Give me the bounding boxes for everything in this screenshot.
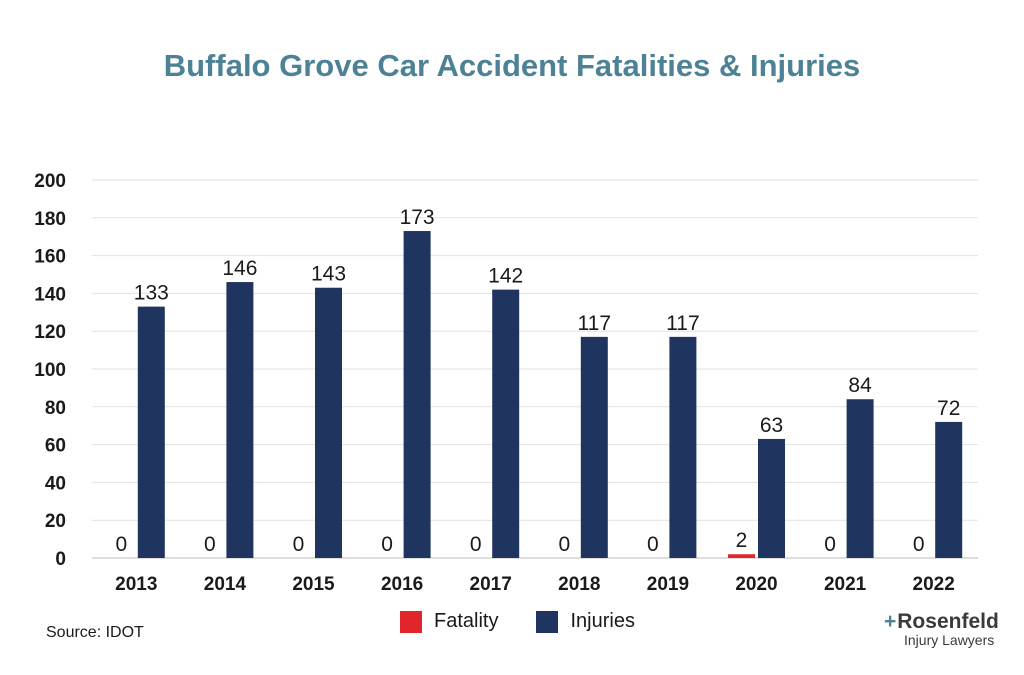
x-tick-label: 2013 (115, 574, 157, 595)
x-tick-label: 2015 (292, 574, 335, 595)
legend-item-fatality: Fatality (400, 610, 498, 633)
x-tick-label: 2018 (558, 574, 600, 595)
chart-title: Buffalo Grove Car Accident Fatalities & … (163, 48, 861, 83)
y-tick-label: 60 (45, 436, 66, 457)
y-tick-label: 20 (45, 511, 66, 532)
x-tick-label: 2017 (470, 574, 512, 595)
bar-injuries (137, 306, 165, 558)
y-tick-label: 100 (34, 360, 66, 381)
y-tick-label: 120 (34, 322, 66, 343)
logo-brand-name: Rosenfeld (897, 610, 999, 633)
data-label-injuries: 133 (134, 282, 169, 305)
bar-injuries (669, 336, 697, 558)
y-tick-label: 80 (45, 398, 66, 419)
bar-chart: 0204060801001201401601802002013013320140… (34, 171, 978, 595)
logo-brand: + Rosenfeld (884, 611, 999, 632)
data-label-fatality: 0 (913, 533, 925, 556)
x-tick-label: 2019 (647, 574, 689, 595)
source-note: Source: IDOT (46, 624, 144, 641)
data-label-injuries: 173 (400, 206, 435, 229)
data-label-fatality: 0 (204, 533, 216, 556)
data-label-injuries: 72 (937, 397, 960, 420)
legend-swatch-fatality (400, 610, 422, 633)
bar-injuries (492, 289, 520, 558)
data-label-fatality: 2 (736, 529, 748, 552)
x-tick-label: 2022 (913, 574, 955, 595)
bar-injuries (580, 336, 608, 558)
y-tick-label: 180 (34, 209, 66, 230)
data-label-fatality: 0 (470, 533, 482, 556)
data-label-injuries: 84 (848, 374, 872, 397)
y-tick-label: 0 (55, 549, 66, 570)
logo-tagline: Injury Lawyers (904, 632, 995, 648)
bar-injuries (226, 282, 254, 558)
plus-icon: + (884, 610, 897, 633)
bar-injuries (935, 421, 963, 558)
data-label-fatality: 0 (293, 533, 305, 556)
legend: Fatality Injuries (400, 610, 673, 633)
data-label-injuries: 63 (760, 414, 783, 437)
x-tick-label: 2014 (204, 574, 247, 595)
data-label-injuries: 146 (222, 257, 257, 280)
x-tick-label: 2021 (824, 574, 867, 595)
legend-item-injuries: Injuries (536, 610, 635, 633)
data-label-fatality: 0 (558, 533, 570, 556)
rosenfeld-logo: + Rosenfeld Injury Lawyers (884, 611, 999, 647)
data-label-injuries: 117 (666, 312, 699, 335)
data-label-fatality: 0 (647, 533, 659, 556)
y-tick-label: 200 (34, 171, 66, 192)
data-label-fatality: 0 (824, 533, 836, 556)
legend-label-injuries: Injuries (570, 610, 635, 632)
bar-injuries (846, 399, 874, 558)
legend-label-fatality: Fatality (434, 610, 499, 632)
data-label-fatality: 0 (381, 533, 393, 556)
legend-swatch-injuries (536, 610, 559, 633)
bar-injuries (315, 287, 342, 558)
x-tick-label: 2020 (735, 574, 777, 595)
data-label-fatality: 0 (115, 533, 127, 556)
data-label-injuries: 143 (311, 263, 346, 286)
bar-injuries (758, 438, 785, 558)
y-tick-label: 140 (34, 284, 66, 305)
y-tick-label: 160 (34, 247, 66, 268)
data-label-injuries: 117 (578, 312, 611, 335)
y-tick-label: 40 (45, 473, 66, 494)
bar-injuries (403, 231, 431, 558)
bar-fatality (728, 554, 755, 558)
x-tick-label: 2016 (381, 574, 423, 595)
data-label-injuries: 142 (488, 265, 523, 288)
